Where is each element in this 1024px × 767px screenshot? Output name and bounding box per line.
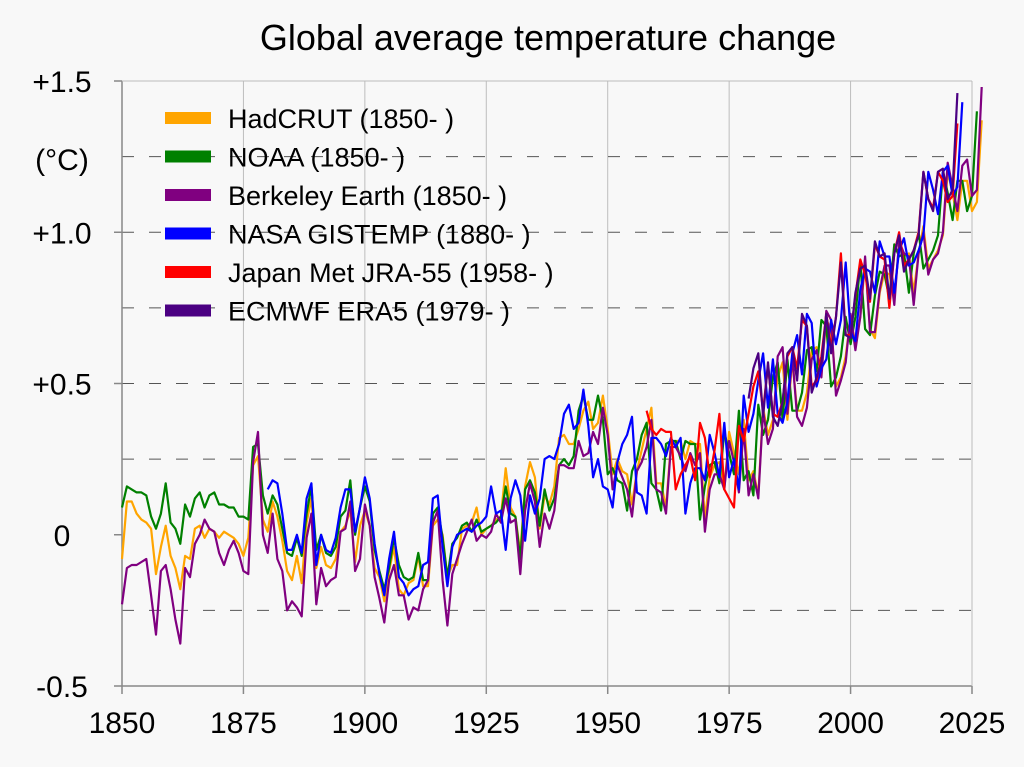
tick-labels: -0.5 0 +0.5 +1.0 +1.5 1850 1875 1900 1925 1950 197…	[32, 66, 1005, 740]
legend-swatch-6	[165, 304, 211, 317]
legend-label-5: Japan Met JRA-55 (1958- )	[228, 258, 554, 288]
x-tick-label: 1950	[574, 707, 641, 740]
legend-label-2: NOAA (1850- )	[228, 143, 405, 173]
legend-swatch-4	[165, 227, 211, 240]
legend-swatch-5	[165, 266, 211, 278]
legend-swatch-2	[165, 150, 211, 163]
legend-label-6: ECMWF ERA5 (1979- )	[228, 297, 510, 327]
x-tick-label: 2000	[817, 707, 884, 740]
gridlines	[122, 81, 973, 686]
chart-title: Global average temperature change	[260, 17, 836, 58]
legend: HadCRUT (1850- ) NOAA (1850- ) Berkeley Ea…	[165, 104, 554, 327]
y-tick-label: 0	[54, 520, 71, 553]
series-line-6	[747, 93, 959, 427]
legend-label-4: NASA GISTEMP (1880- )	[228, 220, 531, 250]
series-line-3	[120, 86, 983, 645]
y-tick-label: +0.5	[32, 369, 91, 402]
x-tick-label: 1975	[696, 707, 763, 740]
x-tick-label: 1925	[453, 707, 520, 740]
x-tick-label: 1900	[331, 707, 398, 740]
y-tick-label: -0.5	[36, 671, 88, 704]
y-tick-label: +1.0	[32, 217, 91, 250]
series-lines	[120, 86, 983, 645]
y-tick-label: +1.5	[32, 66, 91, 99]
x-tick-label: 2025	[939, 707, 1006, 740]
series-line-1	[120, 120, 983, 603]
x-tick-label: 1850	[89, 707, 156, 740]
series-line-4	[266, 102, 964, 597]
legend-label-1: HadCRUT (1850- )	[228, 104, 454, 134]
legend-swatch-1	[165, 112, 211, 124]
legend-swatch-3	[165, 189, 211, 201]
y-unit-label: (°C)	[35, 144, 89, 177]
legend-label-3: Berkeley Earth (1850- )	[228, 181, 507, 211]
x-tick-label: 1875	[210, 707, 277, 740]
